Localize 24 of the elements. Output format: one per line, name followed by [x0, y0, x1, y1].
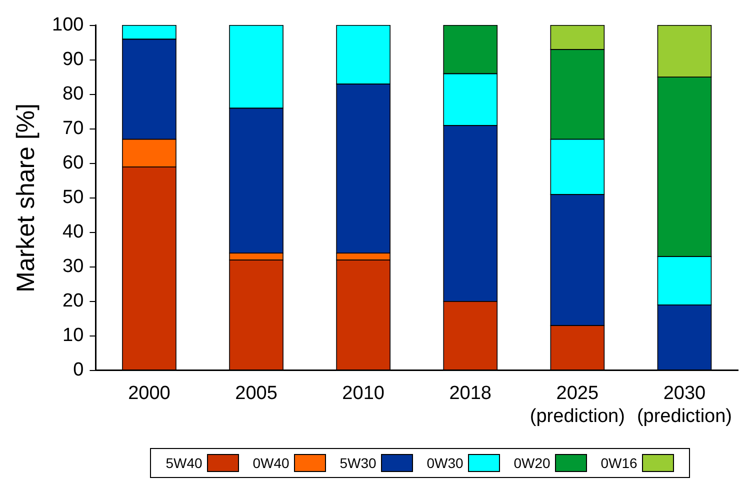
x-tick-label: 2000	[128, 383, 170, 404]
legend-label: 5W30	[340, 455, 376, 471]
y-tick-label: 80	[62, 84, 84, 105]
x-tick-label: 2030 (prediction)	[636, 383, 732, 427]
x-tick-label: 2025 (prediction)	[530, 383, 625, 427]
y-tick-label: 40	[62, 222, 84, 243]
y-tick-label: 30	[62, 256, 84, 278]
legend-label: 0W30	[426, 455, 464, 471]
legend-label: 0W40	[252, 455, 290, 471]
y-tick-label: 0	[73, 360, 84, 381]
y-tick-label: 100	[52, 14, 84, 36]
legend-label: 0W20	[514, 455, 550, 471]
x-tick-label: 2005	[235, 383, 278, 404]
x-tick-label: 2018	[449, 383, 492, 404]
y-tick-label: 60	[62, 152, 84, 174]
y-tick-label: 50	[62, 187, 84, 208]
x-tick-label: 2010	[342, 383, 384, 404]
y-tick-label: 20	[62, 290, 84, 312]
legend-label: 0W16	[600, 455, 638, 471]
y-tick-label: 70	[62, 118, 84, 140]
y-tick-label: 90	[62, 49, 84, 70]
y-axis-title: Market share [%]	[12, 103, 40, 292]
y-tick-label: 10	[62, 325, 84, 346]
legend-label: 5W40	[166, 455, 202, 471]
